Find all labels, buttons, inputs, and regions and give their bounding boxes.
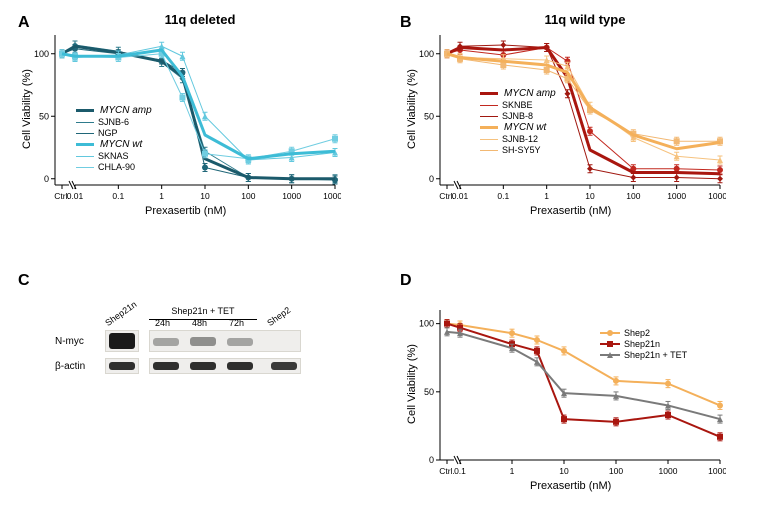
svg-text:1: 1 bbox=[544, 191, 549, 201]
panel-title-b: 11q wild type bbox=[505, 12, 665, 27]
svg-text:100: 100 bbox=[609, 466, 623, 476]
svg-text:Ctrl.: Ctrl. bbox=[439, 466, 455, 476]
svg-text:0: 0 bbox=[429, 455, 434, 465]
svg-text:1: 1 bbox=[510, 466, 515, 476]
svg-text:10: 10 bbox=[585, 191, 595, 201]
ylabel-b: Cell Viability (%) bbox=[406, 69, 418, 149]
svg-text:1000: 1000 bbox=[659, 466, 678, 476]
svg-text:0.1: 0.1 bbox=[454, 466, 466, 476]
svg-text:10000: 10000 bbox=[708, 191, 726, 201]
svg-text:1000: 1000 bbox=[667, 191, 686, 201]
svg-text:10000: 10000 bbox=[323, 191, 341, 201]
svg-text:100: 100 bbox=[626, 191, 640, 201]
svg-text:100: 100 bbox=[419, 319, 434, 329]
svg-text:1000: 1000 bbox=[282, 191, 301, 201]
svg-text:0.1: 0.1 bbox=[497, 191, 509, 201]
svg-text:0: 0 bbox=[429, 174, 434, 184]
svg-text:10: 10 bbox=[559, 466, 569, 476]
svg-text:100: 100 bbox=[34, 49, 49, 59]
svg-text:0.1: 0.1 bbox=[112, 191, 124, 201]
legend-a: MYCN ampSJNB-6NGPMYCN wtSKNASCHLA-90 bbox=[76, 105, 152, 173]
panel-label-c: C bbox=[18, 272, 30, 290]
svg-text:0.01: 0.01 bbox=[452, 191, 469, 201]
chart-b: 050100Ctrl.0.010.1110100100010000 bbox=[406, 27, 726, 213]
svg-text:100: 100 bbox=[241, 191, 255, 201]
panel-label-d: D bbox=[400, 272, 412, 290]
svg-text:1: 1 bbox=[159, 191, 164, 201]
svg-text:10000: 10000 bbox=[708, 466, 726, 476]
chart-a: 050100Ctrl.0.010.1110100100010000 bbox=[21, 27, 341, 213]
legend-b: MYCN ampSKNBESJNB-8MYCN wtSJNB-12SH-SY5Y bbox=[480, 88, 556, 156]
xlabel-d: Prexasertib (nM) bbox=[530, 480, 611, 492]
ylabel-d: Cell Viability (%) bbox=[406, 344, 418, 424]
xlabel-a: Prexasertib (nM) bbox=[145, 205, 226, 217]
svg-text:0: 0 bbox=[44, 174, 49, 184]
western-blot: Shep21nShep21n + TET24h48h72hShep2N-mycβ… bbox=[55, 300, 301, 380]
svg-text:50: 50 bbox=[39, 111, 49, 121]
svg-text:100: 100 bbox=[419, 49, 434, 59]
svg-text:0.01: 0.01 bbox=[67, 191, 84, 201]
svg-text:50: 50 bbox=[424, 387, 434, 397]
svg-text:10: 10 bbox=[200, 191, 210, 201]
legend-d: Shep2Shep21nShep21n + TET bbox=[600, 328, 687, 361]
ylabel-a: Cell Viability (%) bbox=[21, 69, 33, 149]
svg-text:50: 50 bbox=[424, 111, 434, 121]
panel-title-a: 11q deleted bbox=[120, 12, 280, 27]
xlabel-b: Prexasertib (nM) bbox=[530, 205, 611, 217]
